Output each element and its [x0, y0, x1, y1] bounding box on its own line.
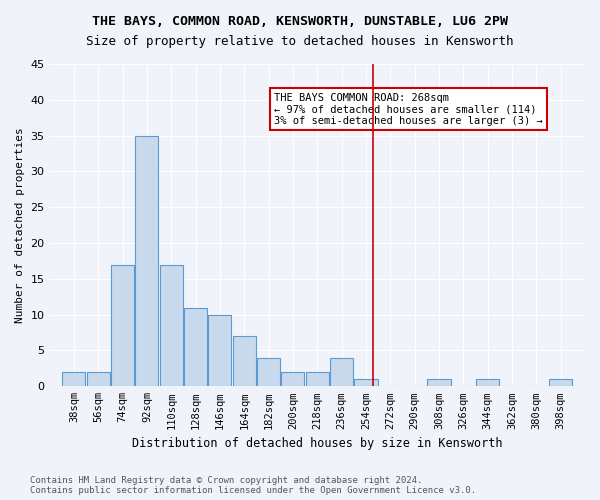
Text: THE BAYS, COMMON ROAD, KENSWORTH, DUNSTABLE, LU6 2PW: THE BAYS, COMMON ROAD, KENSWORTH, DUNSTA…: [92, 15, 508, 28]
Bar: [160, 264, 183, 386]
Bar: [257, 358, 280, 386]
Text: Size of property relative to detached houses in Kensworth: Size of property relative to detached ho…: [86, 35, 514, 48]
Bar: [62, 372, 85, 386]
Bar: [355, 379, 377, 386]
Bar: [281, 372, 304, 386]
Bar: [208, 314, 232, 386]
Bar: [306, 372, 329, 386]
Bar: [476, 379, 499, 386]
Bar: [427, 379, 451, 386]
Text: Contains HM Land Registry data © Crown copyright and database right 2024.
Contai: Contains HM Land Registry data © Crown c…: [30, 476, 476, 495]
Bar: [136, 136, 158, 386]
Bar: [86, 372, 110, 386]
X-axis label: Distribution of detached houses by size in Kensworth: Distribution of detached houses by size …: [132, 437, 503, 450]
Bar: [111, 264, 134, 386]
Bar: [184, 308, 207, 386]
Bar: [549, 379, 572, 386]
Bar: [330, 358, 353, 386]
Y-axis label: Number of detached properties: Number of detached properties: [15, 128, 25, 323]
Bar: [233, 336, 256, 386]
Text: THE BAYS COMMON ROAD: 268sqm
← 97% of detached houses are smaller (114)
3% of se: THE BAYS COMMON ROAD: 268sqm ← 97% of de…: [274, 92, 543, 126]
